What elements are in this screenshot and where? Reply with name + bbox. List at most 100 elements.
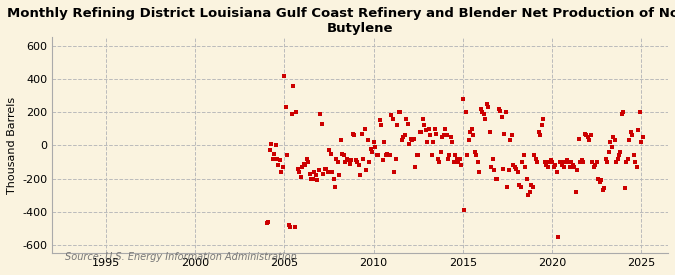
Point	[491, 176, 502, 181]
Point	[533, 130, 544, 134]
Point	[277, 165, 288, 169]
Point	[630, 160, 641, 164]
Point	[510, 165, 520, 169]
Point	[446, 135, 456, 139]
Point	[449, 160, 460, 164]
Point	[290, 224, 300, 229]
Point	[624, 138, 634, 142]
Point	[453, 160, 464, 164]
Point	[594, 180, 605, 184]
Point	[284, 223, 294, 227]
Point	[423, 126, 434, 131]
Point	[568, 163, 578, 167]
Point	[377, 158, 388, 163]
Point	[406, 136, 416, 141]
Point	[447, 140, 458, 144]
Point	[418, 123, 429, 128]
Point	[267, 156, 278, 161]
Point	[501, 110, 512, 114]
Point	[331, 156, 342, 161]
Point	[469, 150, 480, 154]
Point	[484, 130, 495, 134]
Point	[477, 110, 487, 114]
Point	[566, 160, 577, 164]
Point	[508, 163, 519, 167]
Point	[548, 165, 559, 169]
Point	[431, 131, 441, 136]
Point	[373, 153, 383, 158]
Point	[437, 135, 448, 139]
Point	[518, 153, 529, 158]
Point	[612, 156, 623, 161]
Point	[385, 153, 396, 158]
Point	[365, 147, 376, 151]
Point	[298, 161, 309, 166]
Point	[590, 163, 601, 167]
Point	[396, 138, 407, 142]
Point	[394, 110, 404, 114]
Point	[486, 165, 497, 169]
Point	[261, 221, 272, 226]
Point	[386, 113, 397, 118]
Point	[600, 156, 611, 161]
Point	[564, 165, 575, 169]
Point	[269, 152, 279, 156]
Point	[493, 107, 504, 111]
Point	[569, 165, 580, 169]
Point	[472, 160, 483, 164]
Point	[346, 158, 357, 163]
Point	[529, 153, 539, 158]
Point	[543, 160, 554, 164]
Point	[458, 97, 468, 101]
Point	[622, 156, 633, 161]
Y-axis label: Thousand Barrels: Thousand Barrels	[7, 97, 17, 194]
Point	[402, 122, 413, 126]
Point	[288, 83, 299, 88]
Point	[499, 131, 510, 136]
Point	[603, 150, 614, 154]
Point	[636, 140, 647, 144]
Point	[313, 168, 324, 172]
Point	[286, 112, 297, 116]
Point	[291, 110, 302, 114]
Point	[404, 142, 414, 146]
Point	[426, 153, 437, 158]
Point	[581, 133, 592, 138]
Point	[407, 138, 418, 142]
Point	[275, 158, 286, 163]
Point	[487, 156, 498, 161]
Point	[325, 152, 336, 156]
Point	[557, 163, 568, 167]
Point	[349, 133, 360, 138]
Point	[454, 156, 465, 161]
Point	[480, 117, 491, 121]
Point	[462, 153, 472, 158]
Point	[497, 166, 508, 171]
Point	[376, 123, 387, 128]
Point	[301, 156, 312, 161]
Point	[270, 142, 281, 147]
Point	[333, 160, 344, 164]
Point	[282, 153, 293, 158]
Point	[374, 118, 385, 123]
Point	[521, 176, 532, 181]
Point	[263, 219, 273, 224]
Point	[527, 185, 538, 189]
Point	[450, 153, 461, 158]
Point	[468, 133, 479, 138]
Point	[438, 133, 449, 138]
Point	[633, 128, 644, 133]
Point	[618, 110, 629, 114]
Point	[616, 112, 627, 116]
Point	[637, 135, 648, 139]
Point	[322, 170, 333, 174]
Point	[628, 153, 639, 158]
Point	[587, 160, 597, 164]
Point	[574, 136, 585, 141]
Point	[381, 152, 392, 156]
Point	[481, 102, 492, 106]
Point	[479, 112, 489, 116]
Point	[312, 178, 323, 182]
Point	[271, 156, 282, 161]
Point	[506, 133, 517, 138]
